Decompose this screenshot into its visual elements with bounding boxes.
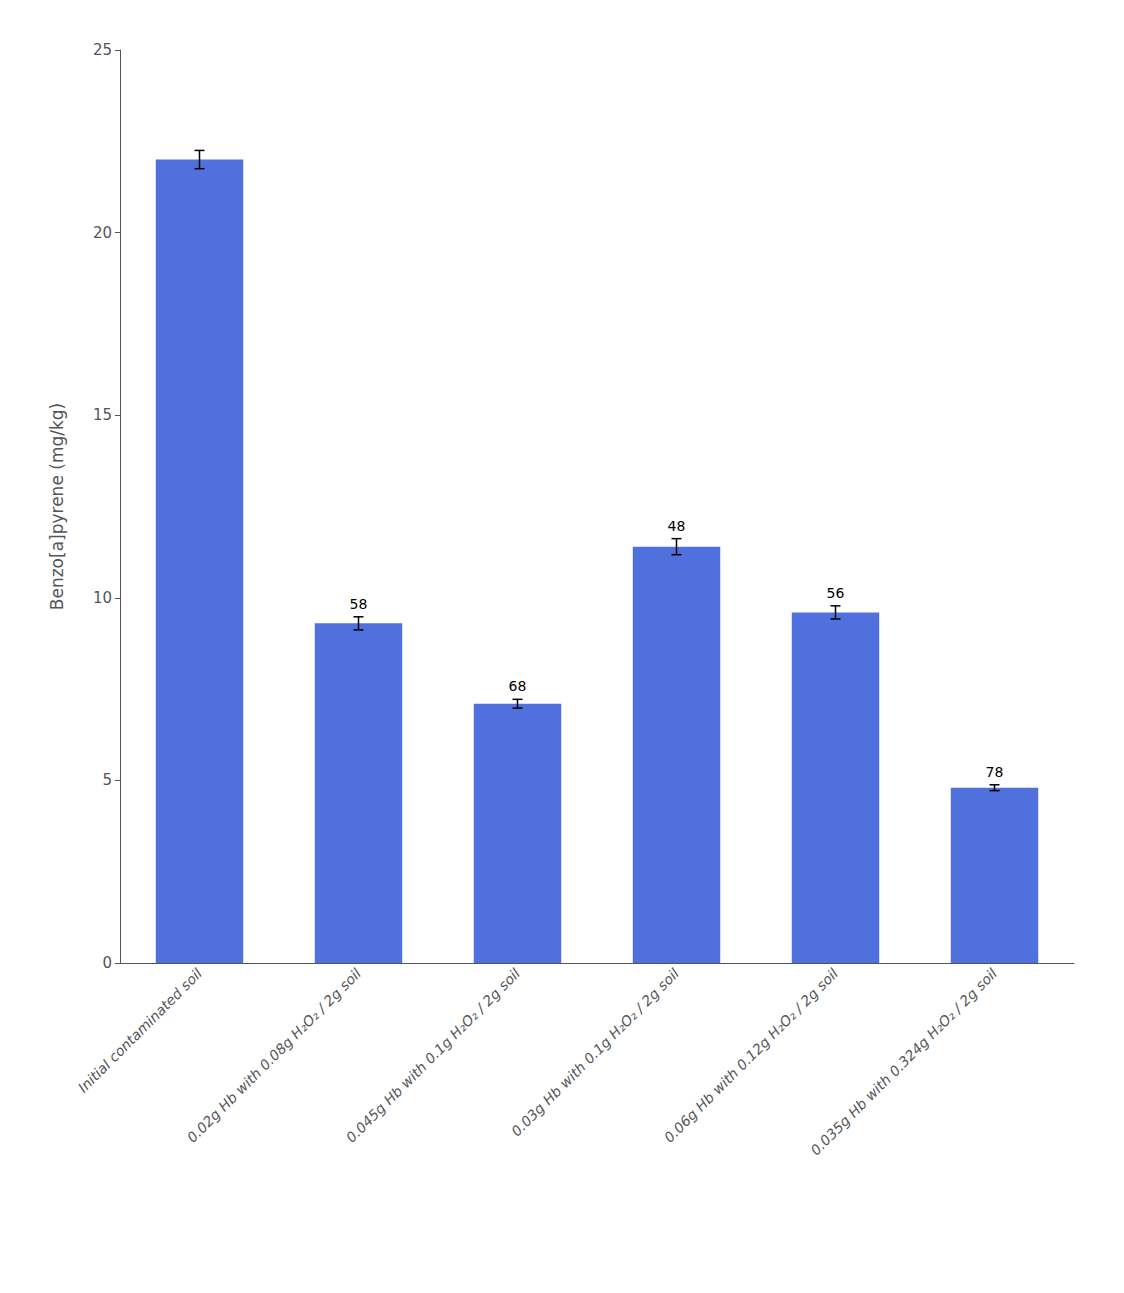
svg-text:58: 58 xyxy=(350,596,368,612)
svg-text:Initial contaminated soil: Initial contaminated soil xyxy=(75,965,205,1095)
svg-text:68: 68 xyxy=(509,678,527,694)
svg-text:0.06g Hb with 0.12g H₂O₂ / 2g: 0.06g Hb with 0.12g H₂O₂ / 2g soil xyxy=(661,965,841,1145)
svg-text:56: 56 xyxy=(827,585,845,601)
svg-text:0.02g Hb with 0.08g H₂O₂ / 2g: 0.02g Hb with 0.08g H₂O₂ / 2g soil xyxy=(184,965,364,1145)
svg-text:20: 20 xyxy=(93,224,112,242)
svg-text:25: 25 xyxy=(93,41,112,59)
svg-text:15: 15 xyxy=(93,406,112,424)
svg-text:0.045g Hb with 0.1g H₂O₂ / 2g: 0.045g Hb with 0.1g H₂O₂ / 2g soil xyxy=(343,965,523,1145)
svg-text:0.03g Hb with 0.1g H₂O₂ / 2g s: 0.03g Hb with 0.1g H₂O₂ / 2g soil xyxy=(508,965,682,1139)
svg-text:0.035g Hb with 0.324g H₂O₂ / 2: 0.035g Hb with 0.324g H₂O₂ / 2g soil xyxy=(807,965,1000,1158)
svg-text:10: 10 xyxy=(93,589,112,607)
svg-text:5: 5 xyxy=(102,771,112,789)
svg-text:48: 48 xyxy=(668,518,686,534)
svg-text:78: 78 xyxy=(986,764,1004,780)
svg-text:Benzo[a]pyrene (mg/kg): Benzo[a]pyrene (mg/kg) xyxy=(47,403,67,610)
svg-text:0: 0 xyxy=(102,954,112,972)
